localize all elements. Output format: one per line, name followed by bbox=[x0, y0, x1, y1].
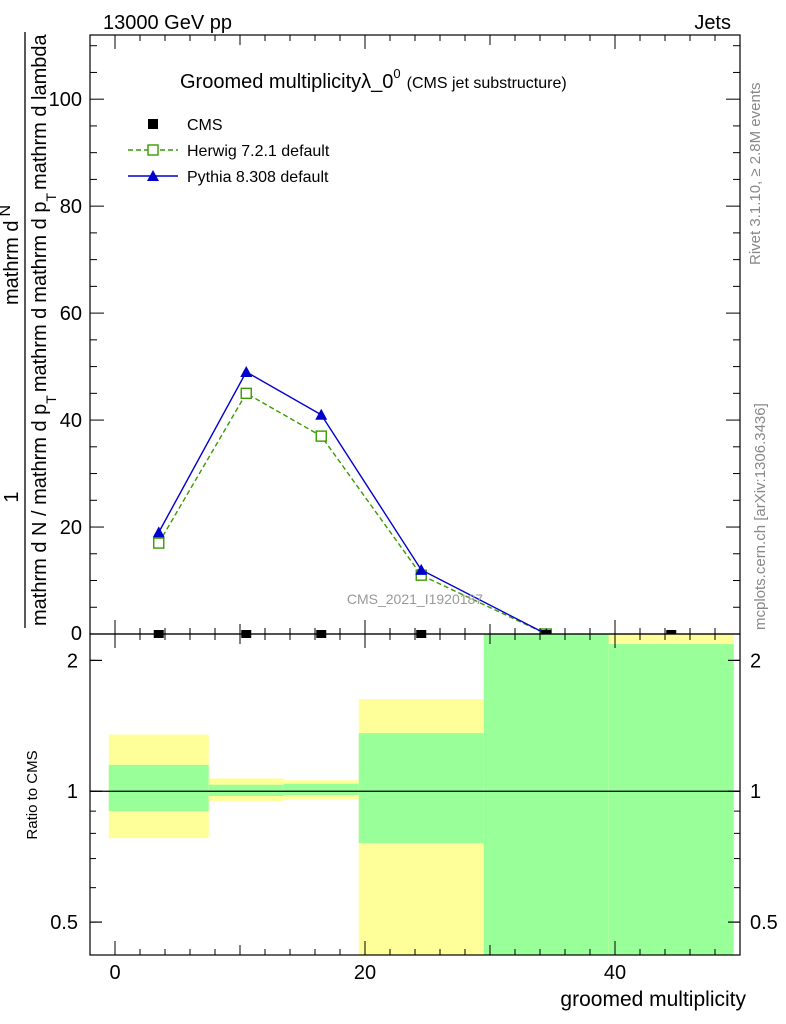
ratio-ytick-label-left-1: 1 bbox=[67, 781, 78, 803]
ratio-green-band-4 bbox=[483, 634, 609, 955]
ratio-green-band-5 bbox=[608, 644, 734, 955]
chart-title: Groomed multiplicityλ_00 (CMS jet substru… bbox=[180, 66, 567, 93]
header-process: Jets bbox=[694, 12, 731, 34]
ratio-green-band-0 bbox=[108, 764, 209, 812]
chart-title-main: Groomed multiplicityλ_0 bbox=[180, 71, 393, 93]
ratio-green-band-3 bbox=[358, 733, 484, 844]
herwig-point-1 bbox=[240, 387, 252, 400]
pythia-point-2 bbox=[315, 408, 328, 420]
ylabel-numerator-N: N bbox=[0, 205, 14, 217]
ylabel-denominator-b: mathrm d p bbox=[29, 202, 51, 303]
legend-cms-marker bbox=[148, 119, 158, 129]
pythia-point-3 bbox=[415, 563, 428, 575]
ratio-green-band-1 bbox=[208, 784, 284, 797]
main-ytick-label-zero: 0 bbox=[71, 623, 82, 645]
main-ytick-label-2: 60 bbox=[60, 303, 82, 325]
ylabel-sub-2: T bbox=[43, 193, 59, 202]
pythia-point-0 bbox=[152, 526, 165, 538]
watermark: CMS_2021_I1920187 bbox=[347, 591, 483, 607]
rivet-label: Rivet 3.1.10, ≥ 2.8M events bbox=[747, 83, 764, 266]
mcplots-label: mcplots.cern.ch [arXiv:1306.3436] bbox=[752, 403, 769, 630]
main-ytick-label-4: 100 bbox=[49, 89, 82, 111]
ratio-ytick-label-right-0: 0.5 bbox=[750, 912, 778, 934]
main-ytick-label-0: 20 bbox=[60, 517, 82, 539]
chart-title-sup: 0 bbox=[393, 66, 400, 81]
header-energy: 13000 GeV pp bbox=[103, 12, 232, 34]
ratio-plot-frame bbox=[89, 633, 741, 956]
x-tick-label-1: 20 bbox=[354, 962, 376, 984]
main-ylabel: 1 mathrm d N / mathrm d pTmathrm dmathrm… bbox=[0, 32, 59, 628]
ylabel-denominator: mathrm d N / mathrm d pTmathrm dmathrm d… bbox=[29, 33, 59, 626]
ratio-ytick-label-left-2: 2 bbox=[67, 650, 78, 672]
ratio-frame bbox=[89, 633, 741, 956]
legend-pythia-label: Pythia 8.308 default bbox=[187, 169, 329, 186]
ratio-ytick-label-right-1: 1 bbox=[750, 781, 761, 803]
legend-cms-label: CMS bbox=[187, 117, 223, 134]
herwig-point-2 bbox=[315, 430, 327, 442]
main-ytick-label-3: 80 bbox=[60, 196, 82, 218]
ratio-ytick-label-left-0: 0.5 bbox=[50, 912, 78, 934]
ratio-panel: 0.5 0.51 12 20 20 40 bbox=[50, 634, 778, 984]
ratio-ytick-label-right-2: 2 bbox=[750, 650, 761, 672]
ylabel-denominator-c: mathrm d lambda bbox=[29, 33, 51, 189]
legend-herwig-marker bbox=[147, 144, 159, 156]
ratio-green-band-2 bbox=[283, 783, 359, 796]
ratio-ylabel: Ratio to CMS bbox=[24, 750, 41, 839]
herwig-point-0 bbox=[153, 537, 165, 549]
ylabel-numerator-d: mathrm d N bbox=[0, 205, 23, 305]
ylabel-denominator-a: mathrm d N / mathrm d p bbox=[29, 404, 51, 626]
ylabel-numerator-one: 1 bbox=[1, 491, 23, 502]
legend-herwig-label: Herwig 7.2.1 default bbox=[187, 143, 330, 160]
ylabel-mid: mathrm d bbox=[29, 308, 51, 392]
chart-title-suffix: (CMS jet substructure) bbox=[407, 75, 567, 92]
x-axis-label: groomed multiplicity bbox=[560, 988, 746, 1011]
pythia-point-1 bbox=[240, 365, 253, 377]
ylabel-numerator-mathrm: mathrm d bbox=[1, 221, 23, 305]
x-tick-label-2: 40 bbox=[604, 962, 626, 984]
legend-pythia-marker bbox=[147, 170, 159, 181]
x-tick-label-0: 0 bbox=[109, 962, 120, 984]
ylabel-sub-1: T bbox=[43, 395, 59, 404]
legend: CMS Herwig 7.2.1 default Pythia 8.308 defa… bbox=[128, 117, 330, 186]
main-ytick-label-1: 40 bbox=[60, 410, 82, 432]
header: 13000 GeV pp Jets bbox=[103, 12, 731, 34]
